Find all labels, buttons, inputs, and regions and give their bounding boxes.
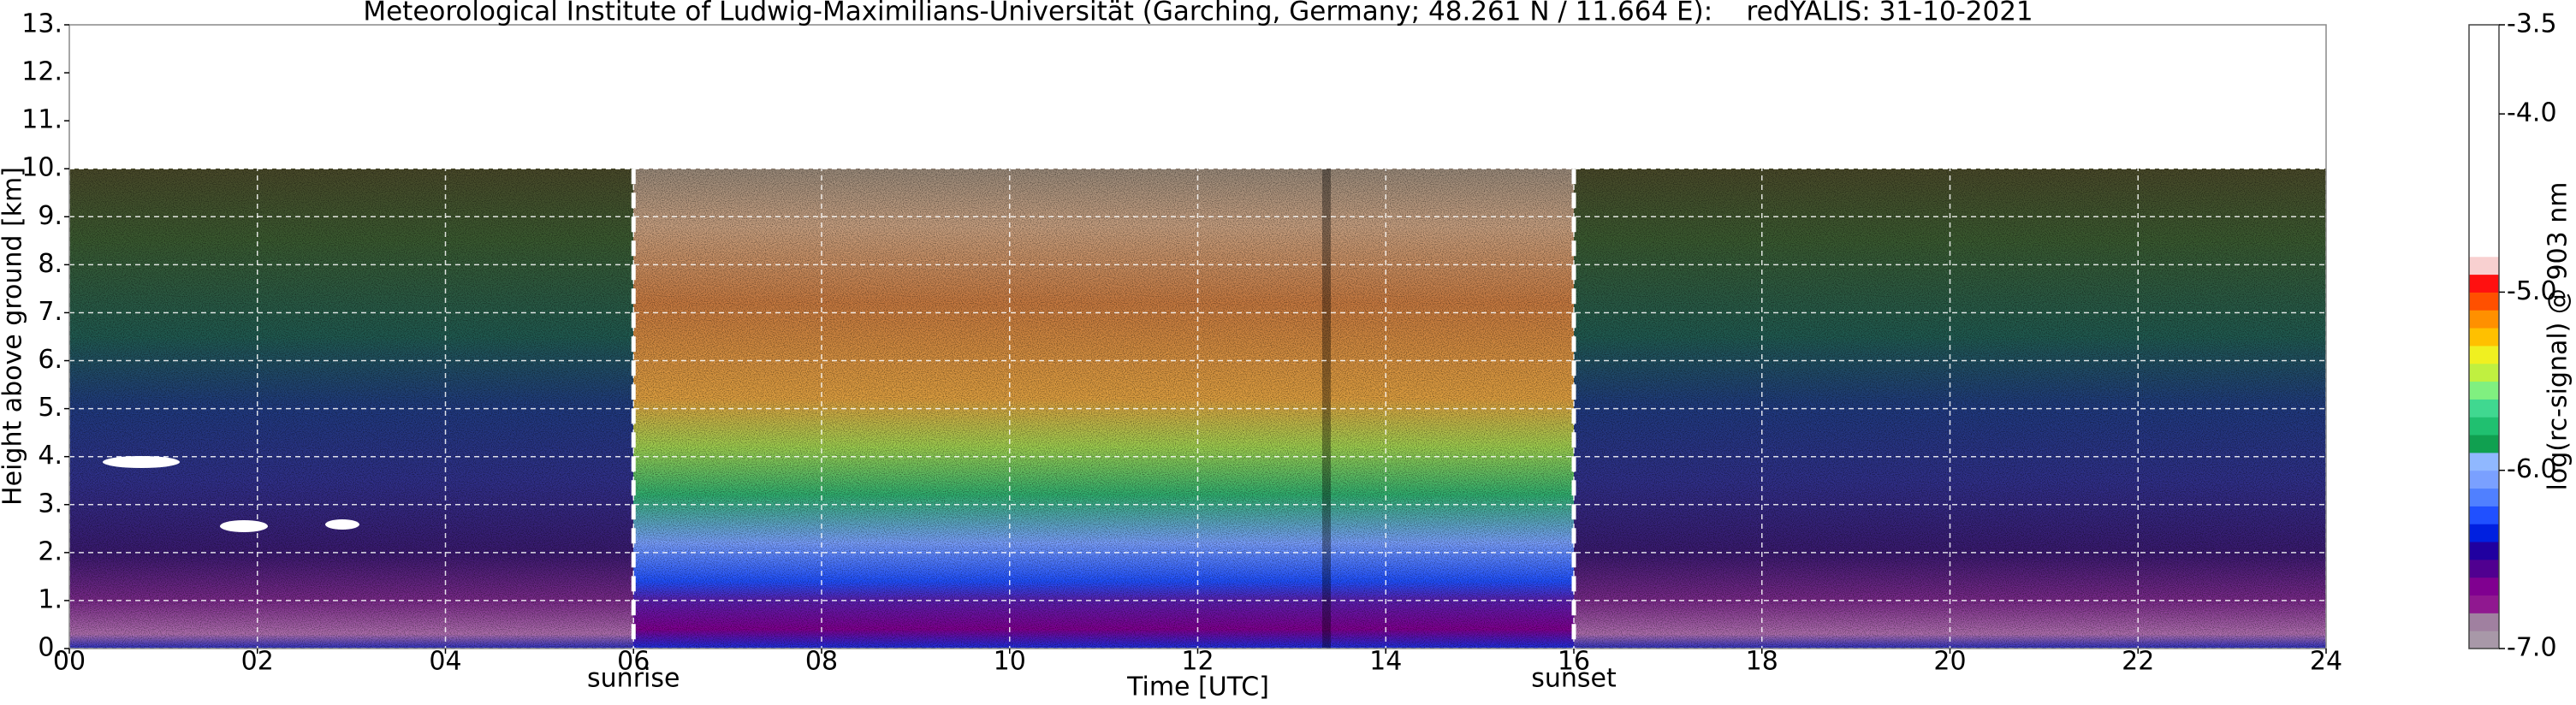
y-tick-label: 8.: [38, 249, 62, 279]
x-axis-label: Time [UTC]: [1126, 672, 1269, 702]
colorbar-segment: [2469, 25, 2499, 44]
colorbar-segment: [2469, 238, 2499, 258]
colorbar-segment: [2469, 149, 2499, 169]
y-tick-label: 3.: [38, 489, 62, 518]
colorbar-segment: [2469, 631, 2499, 649]
y-tick-label: 7.: [38, 297, 62, 327]
cloud: [325, 519, 359, 530]
colorbar-segment: [2469, 185, 2499, 204]
colorbar-segment: [2469, 131, 2499, 151]
colorbar-segment: [2469, 524, 2499, 542]
colorbar-tick-label: -7.0: [2507, 633, 2557, 663]
colorbar-segment: [2469, 221, 2499, 240]
y-axis-label: Height above ground [km]: [0, 167, 28, 506]
colorbar-segment: [2469, 559, 2499, 578]
y-tick-label: 0.: [38, 633, 62, 663]
colorbar-segment: [2469, 488, 2499, 507]
chart-title: Meteorological Institute of Ludwig-Maxim…: [363, 0, 2033, 27]
colorbar-segment: [2469, 381, 2499, 400]
y-tick-label: 6.: [38, 345, 62, 375]
colorbar-tick-label: -3.5: [2507, 9, 2557, 39]
annotation: sunset: [1531, 664, 1617, 694]
colorbar-frame: [2468, 24, 2500, 649]
colorbar-segment: [2469, 470, 2499, 489]
colorbar-segment: [2469, 310, 2499, 329]
colorbar-segment: [2469, 613, 2499, 631]
colorbar-label: log(rc-signal) @ 903 nm: [2543, 182, 2573, 491]
colorbar: [2469, 25, 2499, 649]
colorbar-segment: [2469, 542, 2499, 560]
colorbar-segment: [2469, 435, 2499, 453]
colorbar-segment: [2469, 577, 2499, 596]
colorbar-segment: [2469, 595, 2499, 613]
colorbar-segment: [2469, 42, 2499, 62]
cloud: [103, 456, 180, 468]
colorbar-tick-label: -4.0: [2507, 98, 2557, 128]
annotation: sunrise: [587, 664, 680, 694]
y-tick-label: 1.: [38, 584, 62, 614]
colorbar-segment: [2469, 506, 2499, 524]
colorbar-segment: [2469, 256, 2499, 275]
colorbar-segment: [2469, 452, 2499, 471]
y-tick-label: 5.: [38, 393, 62, 423]
colorbar-segment: [2469, 96, 2499, 115]
colorbar-segment: [2469, 167, 2499, 186]
colorbar-segment: [2469, 345, 2499, 364]
y-tick-label: 12.: [21, 57, 62, 87]
y-tick-label: 9.: [38, 201, 62, 231]
y-tick-label: 4.: [38, 441, 62, 471]
cloud: [220, 520, 268, 532]
colorbar-segment: [2469, 328, 2499, 347]
y-tick-label: 10.: [21, 153, 62, 183]
colorbar-segment: [2469, 78, 2499, 97]
colorbar-segment: [2469, 60, 2499, 79]
colorbar-segment: [2469, 417, 2499, 435]
y-tick-label: 2.: [38, 536, 62, 566]
colorbar-tick-label: -5.0: [2507, 276, 2557, 306]
y-tick-label: 13.: [21, 9, 62, 39]
colorbar-tick-label: -6.0: [2507, 454, 2557, 484]
colorbar-segment: [2469, 203, 2499, 222]
colorbar-segment: [2469, 114, 2499, 133]
y-tick-label: 11.: [21, 105, 62, 135]
colorbar-segment: [2469, 292, 2499, 311]
signal-noise: [69, 169, 2326, 649]
colorbar-segment: [2469, 399, 2499, 418]
colorbar-segment: [2469, 274, 2499, 293]
colorbar-segment: [2469, 363, 2499, 382]
